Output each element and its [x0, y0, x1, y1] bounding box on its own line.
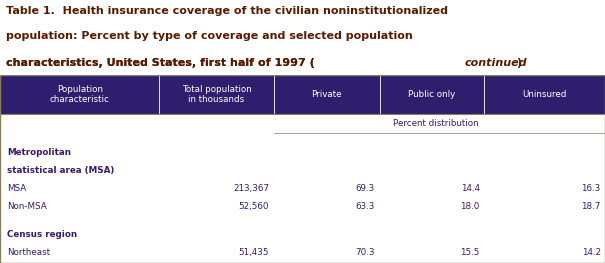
Text: characteristics, United States, first half of 1997 (: characteristics, United States, first ha…	[6, 58, 315, 68]
Text: Metropolitan: Metropolitan	[7, 148, 71, 157]
Text: Total population
in thousands: Total population in thousands	[182, 85, 252, 104]
Text: Private: Private	[312, 90, 342, 99]
Text: 14.4: 14.4	[460, 184, 480, 193]
Text: 69.3: 69.3	[356, 184, 375, 193]
Text: 18.0: 18.0	[460, 202, 480, 211]
Text: Population
characteristic: Population characteristic	[50, 85, 110, 104]
Text: Uninsured: Uninsured	[522, 90, 567, 99]
Text: continued: continued	[465, 58, 528, 68]
Text: statistical area (MSA): statistical area (MSA)	[7, 166, 114, 175]
Text: characteristics, United States, first half of 1997 (continued: characteristics, United States, first ha…	[6, 58, 377, 68]
Bar	[0, 75, 605, 114]
Text: Census region: Census region	[7, 230, 77, 239]
Text: 14.2: 14.2	[581, 248, 601, 257]
Text: ): )	[516, 58, 521, 68]
Text: 15.5: 15.5	[460, 248, 480, 257]
Text: Table 1.  Health insurance coverage of the civilian noninstitutionalized: Table 1. Health insurance coverage of th…	[6, 6, 448, 16]
Text: MSA: MSA	[7, 184, 27, 193]
Text: 213,367: 213,367	[233, 184, 269, 193]
Text: population: Percent by type of coverage and selected population: population: Percent by type of coverage …	[6, 32, 413, 42]
Text: characteristics, United States, first half of 1997 (: characteristics, United States, first ha…	[6, 58, 315, 68]
Text: 18.7: 18.7	[581, 202, 601, 211]
Text: 63.3: 63.3	[356, 202, 375, 211]
Text: Public only: Public only	[408, 90, 456, 99]
Text: 52,560: 52,560	[239, 202, 269, 211]
Text: Northeast: Northeast	[7, 248, 50, 257]
Text: 16.3: 16.3	[581, 184, 601, 193]
Text: 70.3: 70.3	[356, 248, 375, 257]
Text: Percent distribution: Percent distribution	[393, 119, 479, 128]
Text: 51,435: 51,435	[239, 248, 269, 257]
Text: Non-MSA: Non-MSA	[7, 202, 47, 211]
